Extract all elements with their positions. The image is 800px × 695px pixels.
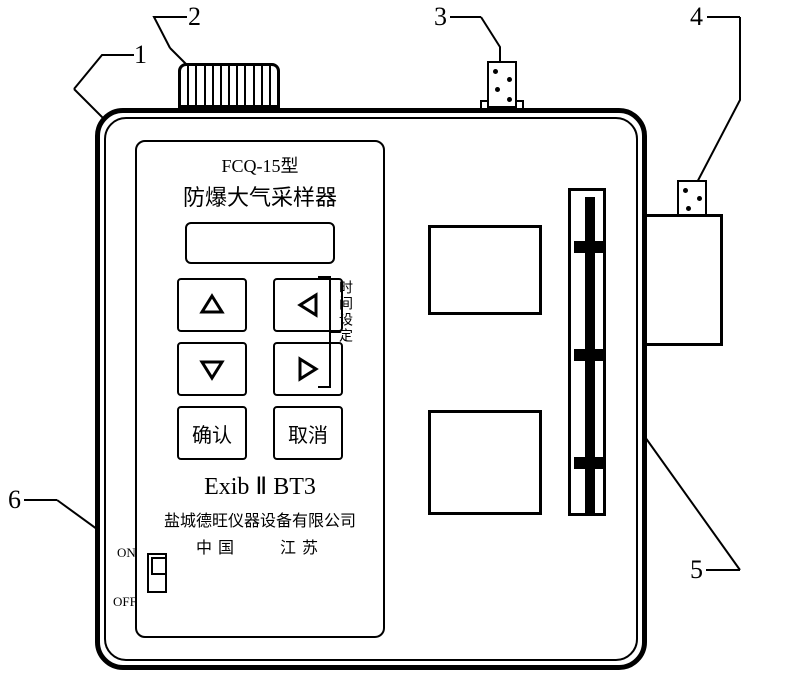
time-set-label: 时间设定 <box>334 280 354 344</box>
control-panel: FCQ-15型 防爆大气采样器 确认 取消 Exib Ⅱ BT3 盐城德旺仪器设… <box>135 140 385 638</box>
opening-top <box>428 225 542 315</box>
place-left: 中国 <box>196 540 240 557</box>
key-cancel[interactable]: 取消 <box>273 406 343 460</box>
top-connector <box>487 61 517 108</box>
flow-knob[interactable] <box>178 63 280 108</box>
label-on: ON <box>117 545 136 561</box>
key-confirm[interactable]: 确认 <box>177 406 247 460</box>
model-label: FCQ-15型 <box>137 152 383 178</box>
opening-bottom <box>428 410 542 515</box>
title-label: 防爆大气采样器 <box>137 180 383 212</box>
side-connector <box>647 180 723 350</box>
place-right: 江苏 <box>280 540 324 557</box>
label-off: OFF <box>113 594 137 610</box>
key-down[interactable] <box>177 342 247 396</box>
rotameter-scale <box>568 188 606 516</box>
leader-4 <box>692 17 740 192</box>
power-switch[interactable] <box>147 553 167 593</box>
company-label: 盐城德旺仪器设备有限公司 <box>137 507 383 531</box>
key-up[interactable] <box>177 278 247 332</box>
ex-rating: Exib Ⅱ BT3 <box>137 472 383 501</box>
place-label: 中国 江苏 <box>137 534 383 558</box>
lcd-display <box>185 222 335 264</box>
